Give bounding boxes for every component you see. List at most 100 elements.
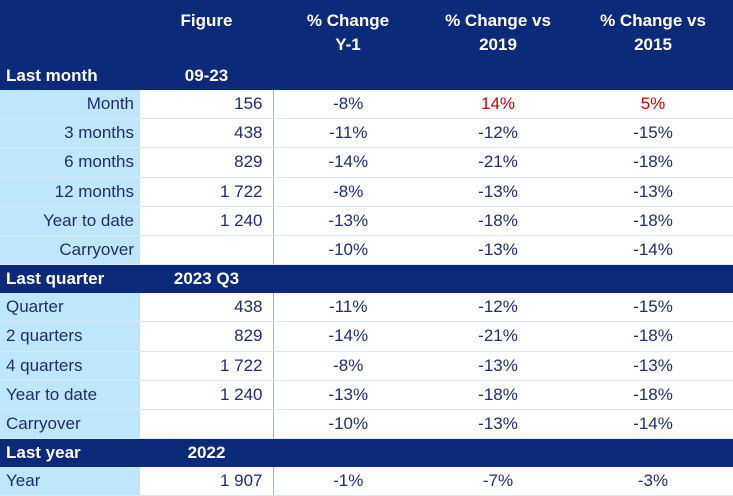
change-y1-cell: -11% bbox=[273, 293, 423, 323]
change-y1-cell: -11% bbox=[273, 118, 423, 149]
row-label: Year to date bbox=[0, 206, 140, 236]
change-y1-cell: -13% bbox=[273, 206, 423, 236]
change-2015-cell: -18% bbox=[573, 147, 733, 178]
change-2019-cell: -7% bbox=[423, 467, 573, 496]
change-y1-cell: -13% bbox=[273, 380, 423, 410]
section-blank bbox=[273, 438, 423, 468]
row-label: 12 months bbox=[0, 177, 140, 207]
change-y1-cell: -8% bbox=[273, 90, 423, 120]
row-label: 4 quarters bbox=[0, 351, 140, 381]
change-2019-cell: -13% bbox=[423, 351, 573, 381]
section-header-row: Last year 2022 bbox=[0, 438, 733, 468]
header-blank bbox=[0, 0, 140, 33]
figure-cell bbox=[140, 409, 274, 440]
header-2015-line1: % Change vs bbox=[573, 0, 733, 33]
figure-cell: 1 722 bbox=[140, 177, 274, 207]
section-blank bbox=[423, 62, 573, 90]
section-blank bbox=[573, 62, 733, 90]
section-blank bbox=[273, 264, 423, 294]
section-label: Last month bbox=[0, 62, 140, 90]
row-label: Month bbox=[0, 90, 140, 120]
change-2015-cell: -14% bbox=[573, 409, 733, 440]
figure-cell: 829 bbox=[140, 147, 274, 178]
header-y1-line1: % Change bbox=[273, 0, 423, 33]
figure-cell: 829 bbox=[140, 321, 274, 352]
change-y1-cell: -1% bbox=[273, 467, 423, 496]
change-2015-cell: -15% bbox=[573, 118, 733, 149]
change-2019-cell: -21% bbox=[423, 147, 573, 178]
table-row: 12 months 1 722 -8% -13% -13% bbox=[0, 177, 733, 207]
change-2015-cell: -18% bbox=[573, 206, 733, 236]
figure-cell: 1 722 bbox=[140, 351, 274, 381]
section-blank bbox=[423, 264, 573, 294]
header-2019-line1: % Change vs bbox=[423, 0, 573, 33]
change-y1-cell: -8% bbox=[273, 177, 423, 207]
row-label: Carryover bbox=[0, 409, 140, 440]
change-2019-cell: -18% bbox=[423, 206, 573, 236]
row-label: Quarter bbox=[0, 293, 140, 323]
table-row: Year to date 1 240 -13% -18% -18% bbox=[0, 206, 733, 236]
section-blank bbox=[273, 62, 423, 90]
section-period: 2022 bbox=[140, 438, 273, 468]
section-period: 09-23 bbox=[140, 62, 273, 90]
figure-cell: 1 907 bbox=[140, 467, 274, 496]
table-row: 2 quarters 829 -14% -21% -18% bbox=[0, 321, 733, 352]
change-2019-cell: -21% bbox=[423, 321, 573, 352]
row-label: 2 quarters bbox=[0, 321, 140, 352]
header-blank bbox=[0, 33, 140, 62]
change-2019-cell: -13% bbox=[423, 235, 573, 266]
change-2019-cell: -13% bbox=[423, 177, 573, 207]
change-2019-cell: 14% bbox=[423, 90, 573, 120]
change-2019-cell: -18% bbox=[423, 380, 573, 410]
figure-cell bbox=[140, 235, 274, 266]
change-2019-cell: -13% bbox=[423, 409, 573, 440]
header-2019-line2: 2019 bbox=[423, 33, 573, 62]
table-row: 6 months 829 -14% -21% -18% bbox=[0, 147, 733, 178]
figure-cell: 1 240 bbox=[140, 380, 274, 410]
change-2015-cell: -3% bbox=[573, 467, 733, 496]
section-header-row: Last quarter 2023 Q3 bbox=[0, 264, 733, 294]
change-2015-cell: -14% bbox=[573, 235, 733, 266]
figure-cell: 438 bbox=[140, 293, 274, 323]
change-2015-cell: -15% bbox=[573, 293, 733, 323]
table-row: 4 quarters 1 722 -8% -13% -13% bbox=[0, 351, 733, 381]
change-2015-cell: -18% bbox=[573, 380, 733, 410]
section-blank bbox=[573, 264, 733, 294]
table-row: 3 months 438 -11% -12% -15% bbox=[0, 118, 733, 149]
figure-cell: 156 bbox=[140, 90, 274, 120]
change-y1-cell: -14% bbox=[273, 321, 423, 352]
table-row: Month 156 -8% 14% 5% bbox=[0, 90, 733, 120]
header-row-2: Y-1 2019 2015 bbox=[0, 33, 733, 62]
row-label: 6 months bbox=[0, 147, 140, 178]
change-2015-cell: -13% bbox=[573, 177, 733, 207]
figure-cell: 438 bbox=[140, 118, 274, 149]
change-y1-cell: -10% bbox=[273, 409, 423, 440]
section-period: 2023 Q3 bbox=[140, 264, 273, 294]
section-label: Last year bbox=[0, 438, 140, 468]
section-header-row: Last month 09-23 bbox=[0, 62, 733, 90]
header-2015-line2: 2015 bbox=[573, 33, 733, 62]
change-y1-cell: -8% bbox=[273, 351, 423, 381]
section-blank bbox=[573, 438, 733, 468]
section-blank bbox=[423, 438, 573, 468]
change-2015-cell: 5% bbox=[573, 90, 733, 120]
table-row: Quarter 438 -11% -12% -15% bbox=[0, 293, 733, 323]
figure-cell: 1 240 bbox=[140, 206, 274, 236]
table-row: Carryover -10% -13% -14% bbox=[0, 409, 733, 440]
row-label: Carryover bbox=[0, 235, 140, 266]
change-2015-cell: -18% bbox=[573, 321, 733, 352]
header-figure: Figure bbox=[140, 0, 273, 33]
table-row: Year 1 907 -1% -7% -3% bbox=[0, 467, 733, 496]
change-2015-cell: -13% bbox=[573, 351, 733, 381]
change-y1-cell: -10% bbox=[273, 235, 423, 266]
table-row: Carryover -10% -13% -14% bbox=[0, 235, 733, 266]
change-2019-cell: -12% bbox=[423, 118, 573, 149]
change-2019-cell: -12% bbox=[423, 293, 573, 323]
row-label: Year to date bbox=[0, 380, 140, 410]
row-label: Year bbox=[0, 467, 140, 496]
row-label: 3 months bbox=[0, 118, 140, 149]
section-label: Last quarter bbox=[0, 264, 140, 294]
change-y1-cell: -14% bbox=[273, 147, 423, 178]
table-row: Year to date 1 240 -13% -18% -18% bbox=[0, 380, 733, 410]
